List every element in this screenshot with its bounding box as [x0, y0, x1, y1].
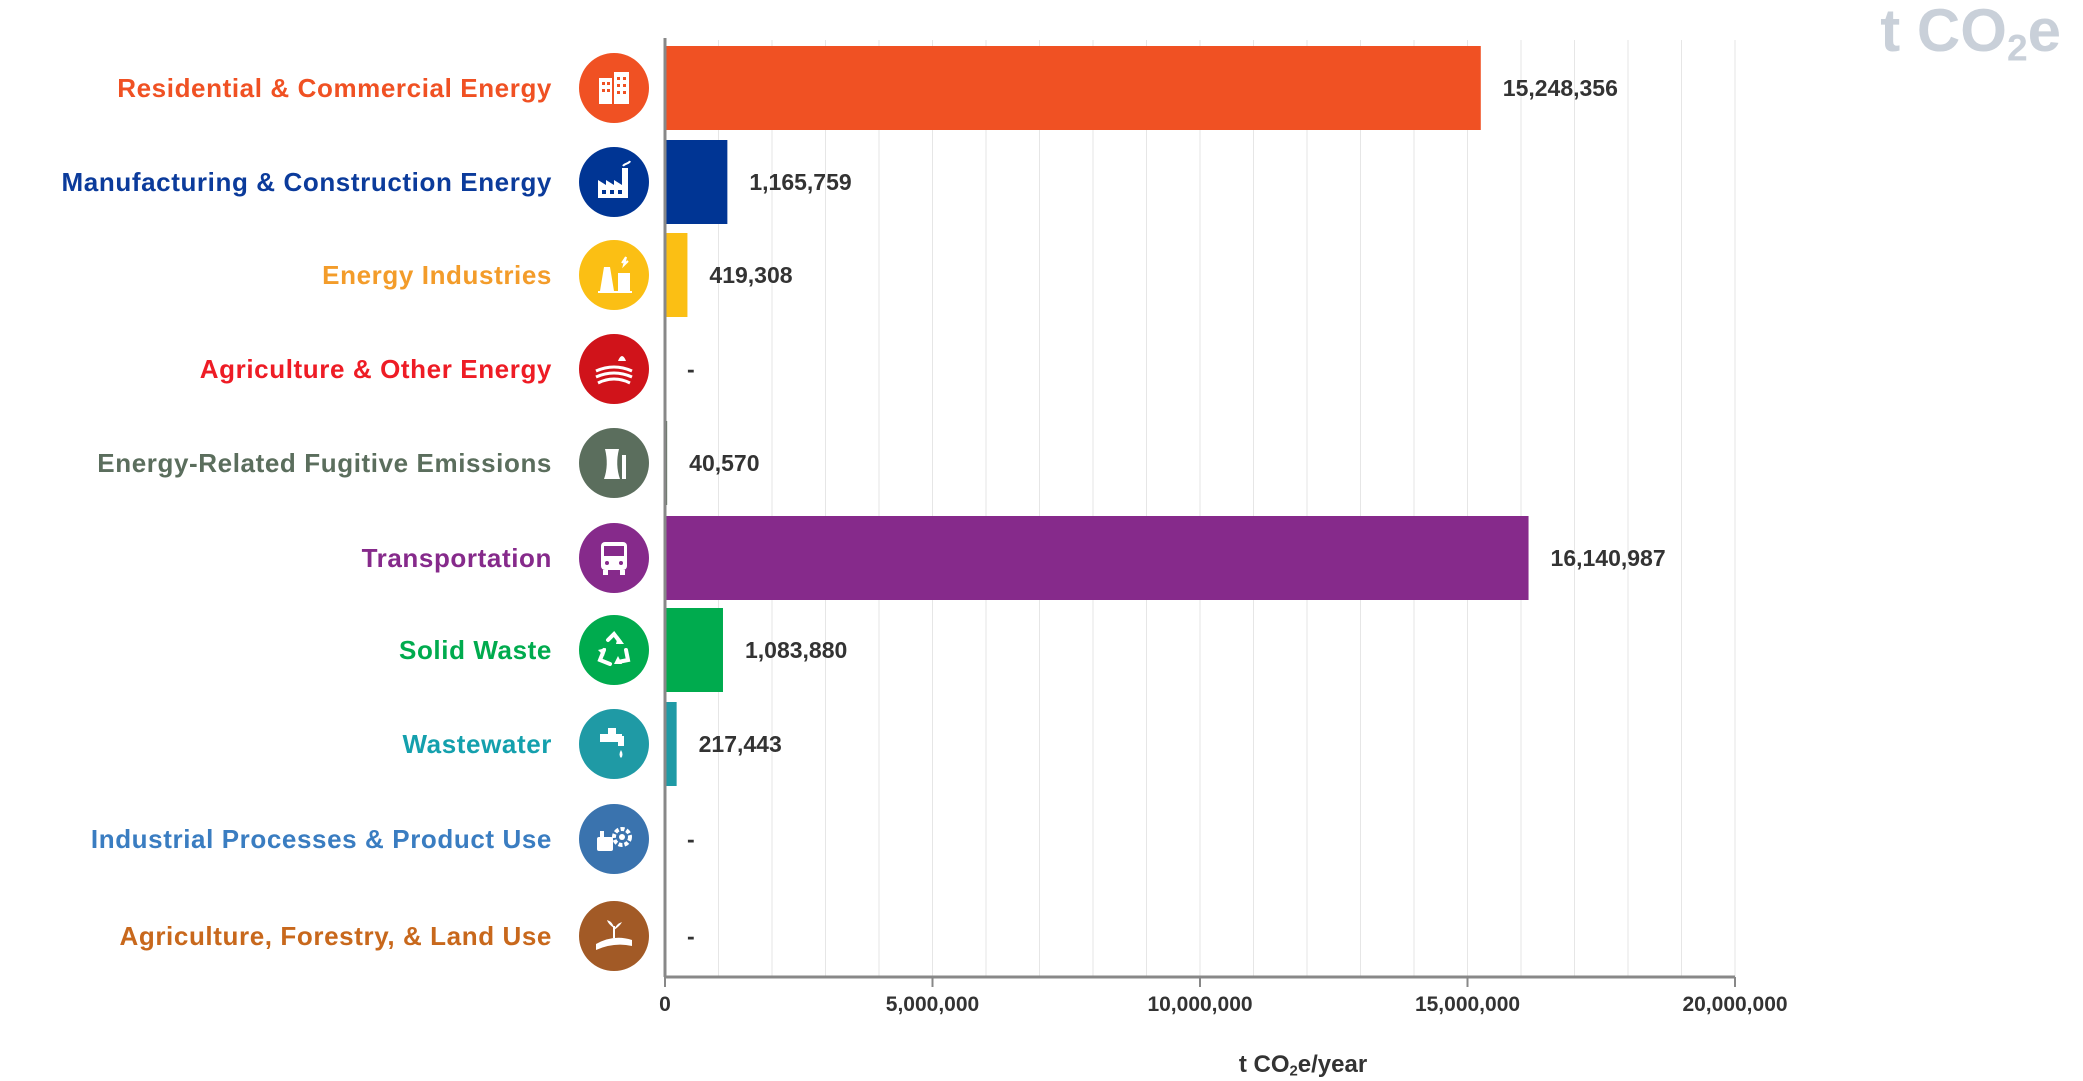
value-label: - — [687, 826, 695, 852]
tractor-field-icon — [579, 334, 649, 404]
power-plant-icon — [579, 240, 649, 310]
value-label: 16,140,987 — [1551, 545, 1666, 571]
value-label: 1,083,880 — [745, 637, 847, 663]
bar-1 — [665, 140, 727, 224]
value-label: 1,165,759 — [749, 169, 851, 195]
value-label: - — [687, 923, 695, 949]
bar-5 — [665, 516, 1529, 600]
category-label: Solid Waste — [399, 635, 552, 665]
bus-icon — [579, 523, 649, 593]
category-label: Agriculture & Other Energy — [200, 354, 552, 384]
bar-2 — [665, 233, 687, 317]
category-label: Industrial Processes & Product Use — [91, 824, 552, 854]
faucet-icon — [579, 709, 649, 779]
x-tick-label: 20,000,000 — [1682, 993, 1787, 1017]
gear-process-icon — [579, 804, 649, 874]
bar-7 — [665, 702, 677, 786]
value-label: 217,443 — [699, 731, 782, 757]
factory-icon — [579, 147, 649, 217]
x-tick-label: 10,000,000 — [1147, 993, 1252, 1017]
value-label: - — [687, 356, 695, 382]
x-axis-title: t CO2e/year — [1239, 1051, 1367, 1080]
category-label: Energy Industries — [322, 260, 552, 290]
x-tick-label: 0 — [659, 993, 671, 1017]
land-use-icon — [579, 901, 649, 971]
value-label: 40,570 — [689, 450, 759, 476]
bar-6 — [665, 608, 723, 692]
recycle-icon — [579, 615, 649, 685]
buildings-icon — [579, 53, 649, 123]
category-label: Agriculture, Forestry, & Land Use — [119, 921, 552, 951]
bar-0 — [665, 46, 1481, 130]
cooling-tower-icon — [579, 428, 649, 498]
category-label: Energy-Related Fugitive Emissions — [97, 448, 552, 478]
x-tick-label: 15,000,000 — [1415, 993, 1520, 1017]
x-tick-label: 5,000,000 — [886, 993, 979, 1017]
value-label: 15,248,356 — [1503, 75, 1618, 101]
category-label: Transportation — [362, 543, 552, 573]
value-label: 419,308 — [709, 262, 792, 288]
category-label: Wastewater — [402, 729, 552, 759]
category-label: Manufacturing & Construction Energy — [62, 167, 552, 197]
category-label: Residential & Commercial Energy — [117, 73, 552, 103]
